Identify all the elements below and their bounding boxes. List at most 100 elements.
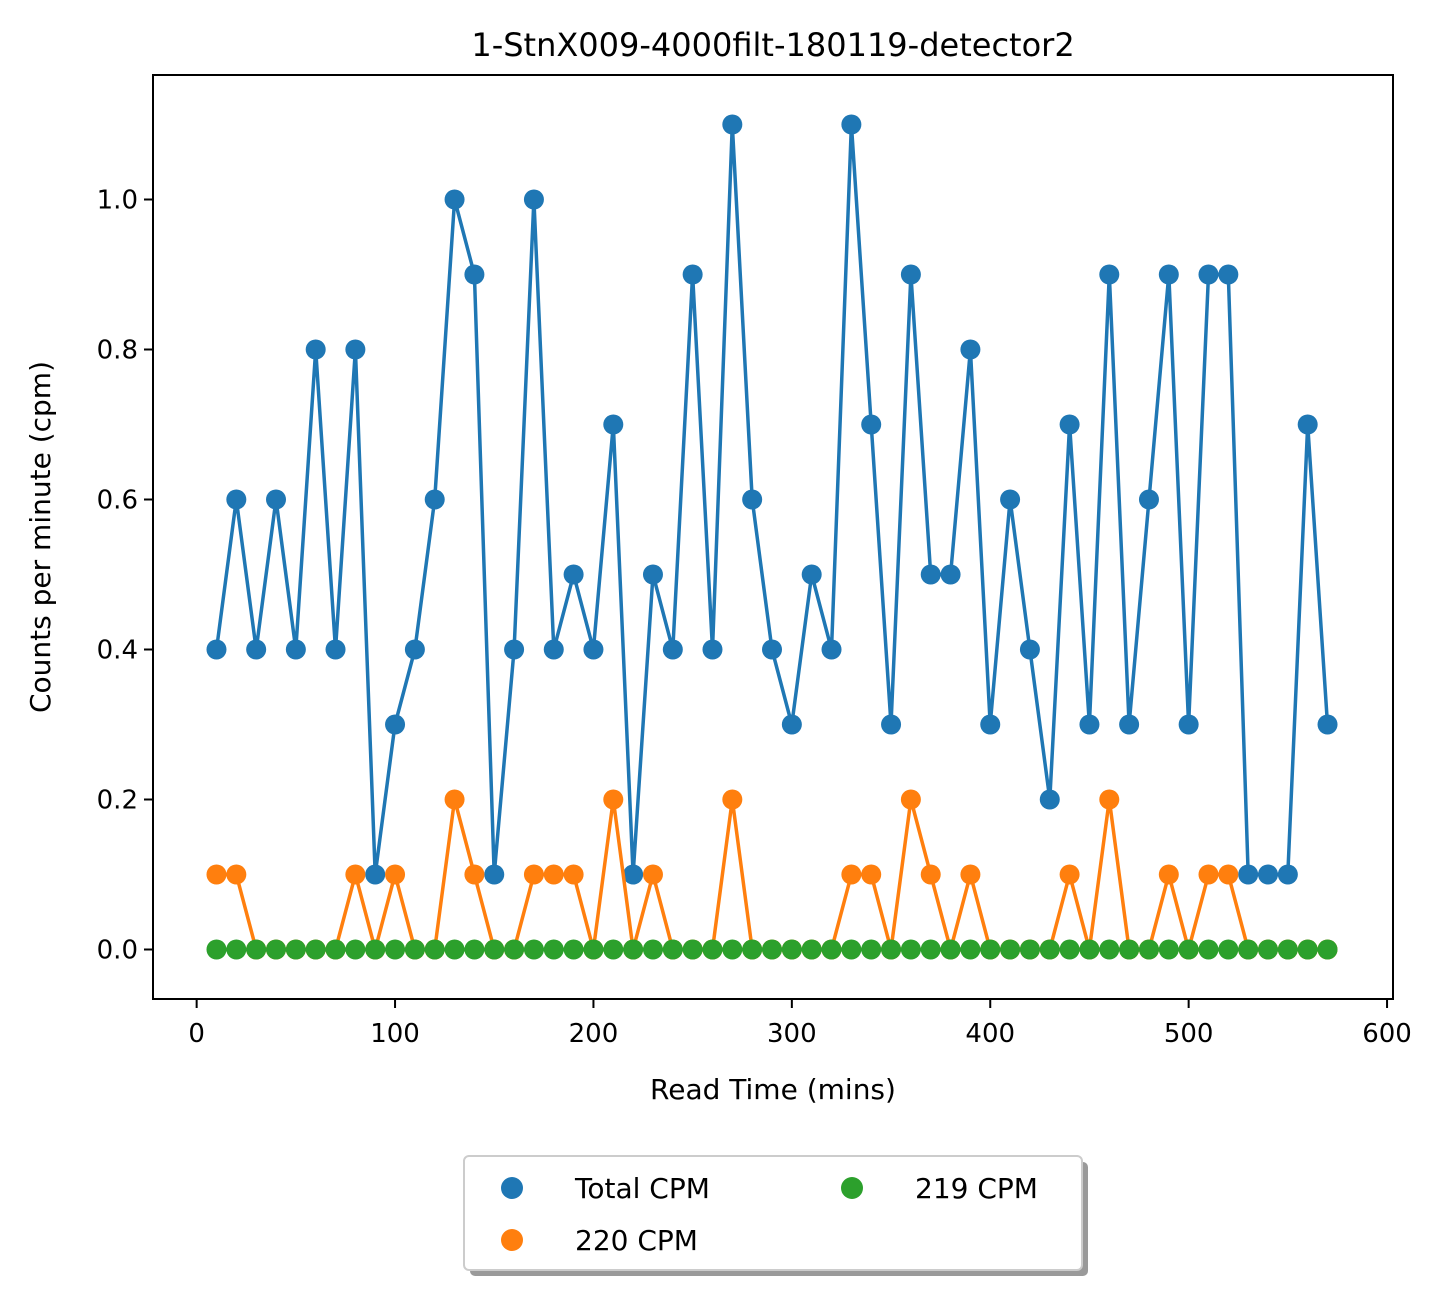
data-point-total-cpm xyxy=(1138,489,1159,510)
y-tick-label: 0.4 xyxy=(97,636,138,666)
data-point-total-cpm xyxy=(742,489,763,510)
data-point-220-cpm xyxy=(841,864,862,885)
data-point-220-cpm xyxy=(206,864,227,885)
data-point-219-cpm xyxy=(1059,939,1080,960)
y-tick-label: 0.8 xyxy=(97,336,138,366)
data-point-total-cpm xyxy=(1238,864,1259,885)
data-point-total-cpm xyxy=(1297,414,1318,435)
y-tick-label: 1.0 xyxy=(97,186,138,216)
data-point-219-cpm xyxy=(563,939,584,960)
data-point-219-cpm xyxy=(940,939,961,960)
data-point-total-cpm xyxy=(682,264,703,285)
data-point-total-cpm xyxy=(305,339,326,360)
data-point-total-cpm xyxy=(206,639,227,660)
data-point-219-cpm xyxy=(682,939,703,960)
x-tick-label: 300 xyxy=(767,1019,817,1049)
data-point-219-cpm xyxy=(861,939,882,960)
data-point-total-cpm xyxy=(1317,714,1338,735)
data-point-220-cpm xyxy=(1059,864,1080,885)
legend-item-219-cpm: 219 CPM xyxy=(841,1172,1038,1205)
data-point-219-cpm xyxy=(960,939,981,960)
data-point-total-cpm xyxy=(1178,714,1199,735)
data-point-219-cpm xyxy=(1218,939,1239,960)
legend-label: Total CPM xyxy=(574,1172,710,1205)
data-point-total-cpm xyxy=(801,564,822,585)
x-tick-label: 600 xyxy=(1362,1019,1412,1049)
data-point-total-cpm xyxy=(266,489,287,510)
legend-item-220-cpm: 220 CPM xyxy=(501,1224,698,1257)
data-point-total-cpm xyxy=(1277,864,1298,885)
data-point-219-cpm xyxy=(1039,939,1060,960)
data-point-219-cpm xyxy=(444,939,465,960)
data-point-total-cpm xyxy=(940,564,961,585)
data-point-total-cpm xyxy=(1198,264,1219,285)
data-point-219-cpm xyxy=(246,939,267,960)
data-point-219-cpm xyxy=(226,939,247,960)
data-point-total-cpm xyxy=(543,639,564,660)
x-axis-label: Read Time (mins) xyxy=(650,1073,896,1106)
data-point-219-cpm xyxy=(484,939,505,960)
data-point-220-cpm xyxy=(563,864,584,885)
data-point-total-cpm xyxy=(841,114,862,135)
data-point-219-cpm xyxy=(325,939,346,960)
data-point-total-cpm xyxy=(762,639,783,660)
y-axis: 0.0 0.2 0.4 0.6 0.8 1.0 xyxy=(97,186,153,966)
data-point-219-cpm xyxy=(206,939,227,960)
data-point-219-cpm xyxy=(722,939,743,960)
data-point-total-cpm xyxy=(861,414,882,435)
data-point-total-cpm xyxy=(1079,714,1100,735)
data-point-total-cpm xyxy=(881,714,902,735)
data-point-total-cpm xyxy=(662,639,683,660)
data-point-total-cpm xyxy=(325,639,346,660)
data-point-219-cpm xyxy=(1079,939,1100,960)
data-point-total-cpm xyxy=(385,714,406,735)
series-219-cpm xyxy=(206,939,1338,960)
legend-label: 219 CPM xyxy=(915,1172,1038,1205)
data-point-219-cpm xyxy=(1258,939,1279,960)
data-point-total-cpm xyxy=(226,489,247,510)
data-point-219-cpm xyxy=(523,939,544,960)
data-point-220-cpm xyxy=(226,864,247,885)
data-point-219-cpm xyxy=(385,939,406,960)
data-point-220-cpm xyxy=(960,864,981,885)
chart-title: 1-StnX009-4000filt-180119-detector2 xyxy=(471,26,1074,64)
data-point-total-cpm xyxy=(960,339,981,360)
data-point-total-cpm xyxy=(920,564,941,585)
data-point-total-cpm xyxy=(424,489,445,510)
data-point-219-cpm xyxy=(781,939,802,960)
data-point-total-cpm xyxy=(821,639,842,660)
data-point-220-cpm xyxy=(1158,864,1179,885)
data-point-220-cpm xyxy=(603,789,624,810)
x-tick-label: 0 xyxy=(188,1019,205,1049)
data-point-219-cpm xyxy=(424,939,445,960)
legend-items: Total CPM 220 CPM 219 CPM xyxy=(501,1172,1038,1257)
data-point-220-cpm xyxy=(900,789,921,810)
data-point-219-cpm xyxy=(662,939,683,960)
data-point-total-cpm xyxy=(345,339,366,360)
data-point-total-cpm xyxy=(1000,489,1021,510)
data-point-219-cpm xyxy=(1158,939,1179,960)
data-point-total-cpm xyxy=(484,864,505,885)
data-point-220-cpm xyxy=(464,864,485,885)
data-point-219-cpm xyxy=(1198,939,1219,960)
data-point-total-cpm xyxy=(1019,639,1040,660)
data-point-total-cpm xyxy=(404,639,425,660)
data-point-total-cpm xyxy=(642,564,663,585)
data-point-219-cpm xyxy=(900,939,921,960)
y-axis-label: Counts per minute (cpm) xyxy=(24,361,57,713)
data-point-219-cpm xyxy=(642,939,663,960)
data-point-219-cpm xyxy=(702,939,723,960)
data-point-219-cpm xyxy=(1119,939,1140,960)
legend-marker xyxy=(841,1177,863,1199)
data-point-total-cpm xyxy=(1119,714,1140,735)
x-tick-label: 200 xyxy=(569,1019,619,1049)
x-tick-label: 500 xyxy=(1164,1019,1214,1049)
data-point-total-cpm xyxy=(1039,789,1060,810)
data-point-220-cpm xyxy=(722,789,743,810)
data-point-total-cpm xyxy=(583,639,604,660)
data-point-220-cpm xyxy=(861,864,882,885)
data-point-219-cpm xyxy=(623,939,644,960)
data-point-219-cpm xyxy=(920,939,941,960)
data-point-219-cpm xyxy=(305,939,326,960)
